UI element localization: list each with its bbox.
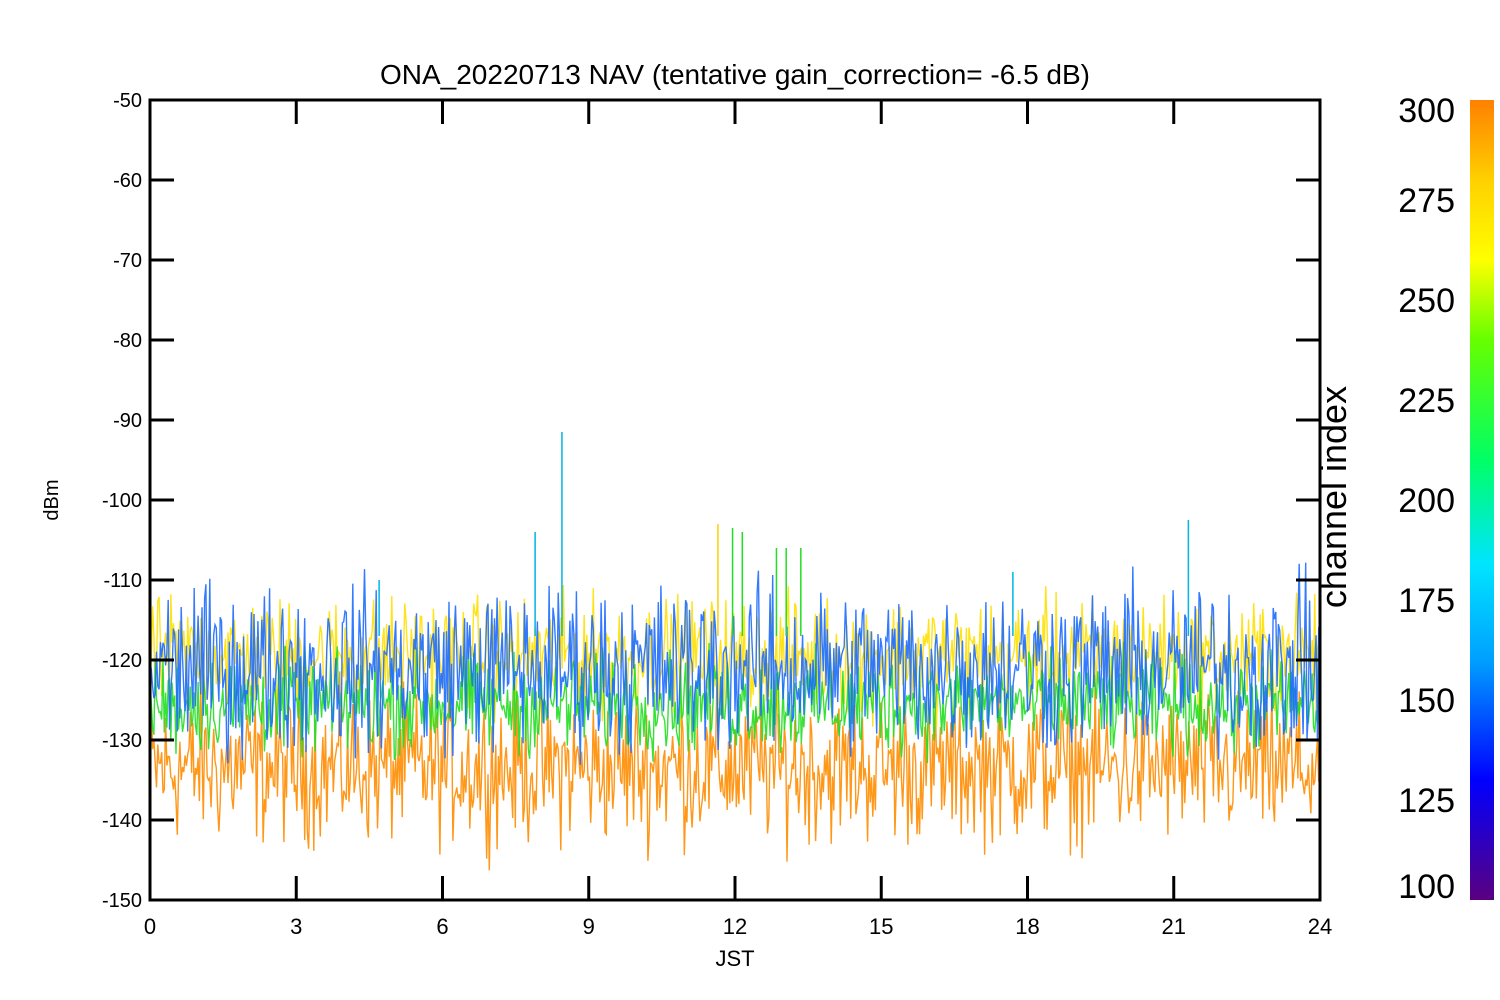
y-tick-label: -50 — [113, 90, 142, 112]
y-tick-label: -60 — [113, 170, 142, 192]
x-tick-label: 9 — [583, 914, 595, 939]
data-series — [150, 562, 1320, 871]
y-tick-label: -140 — [102, 810, 142, 832]
y-tick-label: -80 — [113, 330, 142, 352]
y-tick-label: -150 — [102, 890, 142, 912]
series-band-ch160 — [150, 562, 1320, 765]
x-axis: 0 3 6 9 12 15 18 21 24 — [144, 100, 1332, 939]
colorbar: 300 275 250 225 200 175 150 125 100 channel inde… — [1313, 92, 1494, 906]
x-tick-label: 18 — [1015, 914, 1039, 939]
y-axis-label: dBm — [41, 479, 63, 520]
x-tick-label: 0 — [144, 914, 156, 939]
colorbar-gradient — [1470, 100, 1494, 900]
colorbar-tick-label: 200 — [1398, 482, 1455, 520]
colorbar-tick-label: 150 — [1398, 682, 1455, 720]
y-tick-label: -110 — [103, 570, 142, 592]
colorbar-tick-label: 250 — [1398, 282, 1455, 320]
y-tick-label: -100 — [102, 490, 142, 512]
x-tick-label: 21 — [1162, 914, 1186, 939]
colorbar-tick-label: 175 — [1398, 582, 1455, 620]
y-tick-label: -90 — [113, 410, 142, 432]
y-axis: -50 -60 -70 -80 -90 -100 -110 -120 -130 -140 -150 — [102, 90, 1320, 912]
plot-area — [150, 100, 1320, 900]
x-tick-label: 3 — [290, 914, 302, 939]
x-tick-label: 12 — [723, 914, 747, 939]
x-tick-label: 24 — [1308, 914, 1332, 939]
colorbar-tick-label: 300 — [1398, 92, 1455, 130]
y-tick-label: -70 — [113, 250, 142, 272]
colorbar-tick-label: 225 — [1398, 382, 1455, 420]
colorbar-tick-label: 275 — [1398, 182, 1455, 220]
x-axis-label: JST — [715, 946, 754, 971]
x-tick-label: 15 — [869, 914, 893, 939]
colorbar-tick-label: 125 — [1398, 782, 1455, 820]
x-tick-label: 6 — [436, 914, 448, 939]
spikes — [378, 432, 1190, 636]
colorbar-tick-label: 100 — [1398, 868, 1455, 906]
series-band-ch240 — [150, 641, 1320, 764]
colorbar-label: channel index — [1313, 386, 1354, 608]
colorbar-ticks: 300 275 250 225 200 175 150 125 100 — [1398, 92, 1455, 906]
y-tick-label: -130 — [102, 730, 142, 752]
chart-title: ONA_20220713 NAV (tentative gain_correct… — [380, 59, 1090, 90]
y-tick-label: -120 — [102, 650, 142, 672]
